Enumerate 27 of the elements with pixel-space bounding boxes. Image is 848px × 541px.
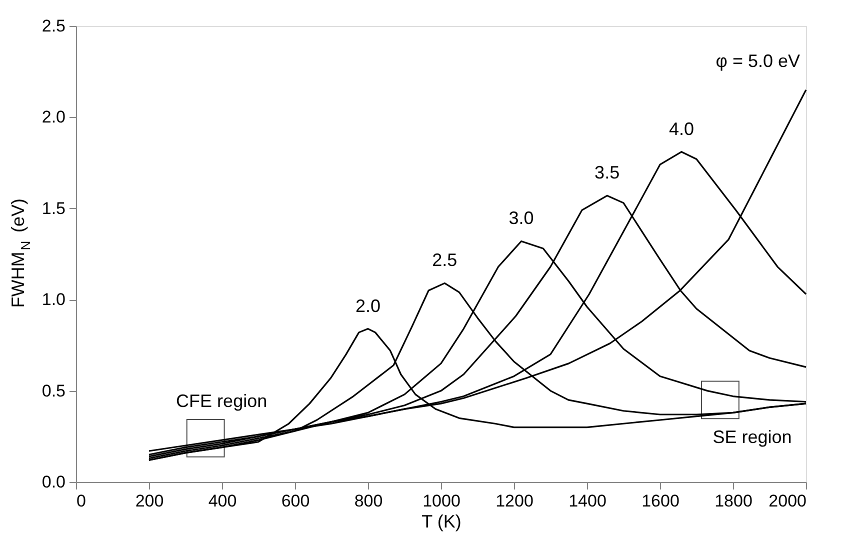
x-tick-label: 200 [135, 492, 164, 510]
x-tick-label: 600 [281, 492, 310, 510]
x-tick-label: 2000 [768, 492, 806, 510]
y-axis-title: FWHMN (eV) [8, 198, 33, 308]
series-label: 2.0 [355, 296, 381, 316]
y-tick-label: 2.5 [42, 16, 66, 36]
x-tick-label: 1200 [496, 492, 534, 510]
series-label: φ = 5.0 eV [716, 50, 800, 71]
x-tick-label: 0 [76, 492, 86, 510]
x-tick-label: 1800 [714, 492, 752, 510]
x-tick-label: 1400 [568, 492, 606, 510]
series-label: 2.5 [432, 250, 458, 270]
x-tick-label: 1600 [642, 492, 680, 510]
y-tick-label: 1.5 [42, 198, 66, 218]
y-tick-label: 0.5 [42, 381, 66, 400]
x-tick-label: 800 [354, 492, 383, 510]
series-label: 3.0 [508, 208, 534, 228]
x-axis-title: T (K) [422, 512, 462, 532]
series-label: 3.5 [594, 162, 620, 183]
y-tick-label: 0.0 [42, 472, 66, 492]
y-tick-label: 1.0 [42, 290, 66, 310]
y-tick-label: 2.0 [42, 108, 66, 127]
annotation: SE region [712, 426, 792, 447]
x-tick-label: 1000 [422, 492, 460, 510]
annotation: CFE region [176, 391, 268, 412]
series-label: 4.0 [669, 118, 694, 139]
x-tick-label: 400 [208, 492, 237, 510]
